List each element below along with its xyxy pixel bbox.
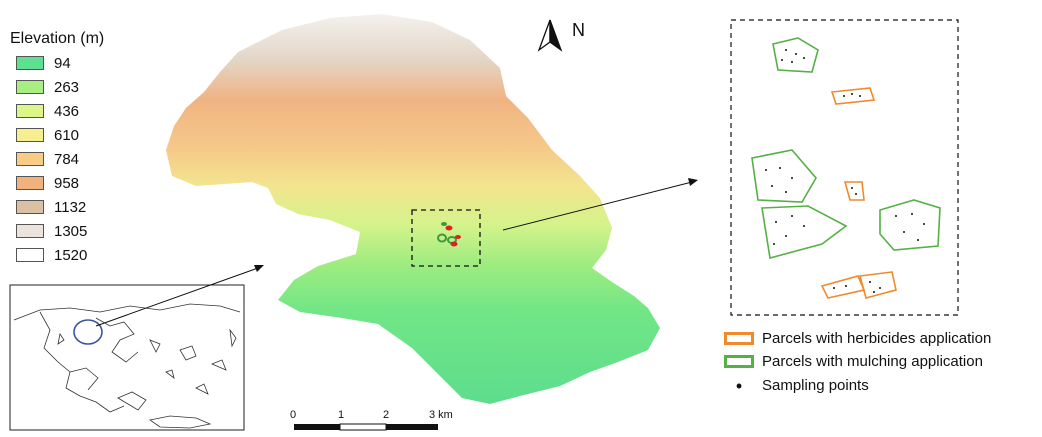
marker-red	[450, 241, 458, 247]
marker-green	[437, 233, 447, 243]
legend-swatch	[16, 104, 44, 118]
marker-green	[441, 222, 447, 226]
legend-swatch	[16, 224, 44, 238]
sampling-points	[765, 49, 925, 293]
parcels-mulching	[751, 37, 941, 260]
legend-label: 263	[54, 78, 80, 96]
legend-item: 94	[16, 52, 71, 74]
legend-mulching-label: Parcels with mulching application	[762, 353, 983, 370]
legend-herbicides-label: Parcels with herbicides application	[762, 330, 992, 347]
legend-item: 610	[16, 124, 79, 146]
north-arrow-icon	[537, 19, 563, 52]
legend-mulching: Parcels with mulching application	[724, 353, 983, 370]
legend-swatch	[16, 128, 44, 142]
legend-herbicides: Parcels with herbicides application	[724, 330, 991, 347]
legend-label: 1520	[54, 246, 88, 264]
legend-swatch	[16, 152, 44, 166]
legend-label: 436	[54, 102, 80, 120]
legend-item: 784	[16, 148, 79, 170]
legend-title: Elevation (m)	[10, 30, 105, 47]
scale-tick-1: 1	[338, 409, 345, 421]
greece-outline	[13, 303, 241, 429]
study-area-box	[411, 209, 481, 267]
north-label: N	[572, 20, 585, 40]
parcels-herbicides	[820, 87, 897, 299]
herbicides-swatch	[724, 332, 754, 345]
watershed-dem	[166, 14, 660, 404]
scale-bar	[294, 423, 438, 431]
mulching-swatch	[724, 355, 754, 368]
detail-arrow	[502, 181, 693, 231]
inset-arrow	[95, 267, 259, 327]
legend-label: 784	[54, 150, 80, 168]
legend-swatch	[16, 200, 44, 214]
inset-arrowhead	[254, 265, 264, 272]
marker-red	[455, 235, 461, 239]
legend-swatch	[16, 176, 44, 190]
legend-item: 1132	[16, 196, 86, 218]
legend-label: 1305	[54, 222, 88, 240]
legend-item: 958	[16, 172, 79, 194]
legend-label: 94	[54, 54, 71, 72]
legend-item: 263	[16, 76, 79, 98]
detail-arrowhead	[688, 178, 698, 186]
inset-location-circle	[73, 319, 103, 345]
scale-tick-0: 0	[290, 409, 297, 421]
legend-label: 610	[54, 126, 80, 144]
legend-item: 1520	[16, 244, 87, 266]
legend-sampling: • Sampling points	[724, 375, 869, 396]
detail-frame	[730, 19, 959, 316]
scale-tick-2: 2	[383, 409, 390, 421]
legend-label: 958	[54, 174, 80, 192]
legend-sampling-label: Sampling points	[762, 377, 869, 394]
legend-swatch	[16, 80, 44, 94]
legend-item: 1305	[16, 220, 87, 242]
legend-swatch	[16, 56, 44, 70]
scale-tick-3: 3 km	[429, 409, 453, 421]
dot-icon: •	[735, 375, 743, 396]
legend-swatch	[16, 248, 44, 262]
legend-item: 436	[16, 100, 79, 122]
legend-label: 1132	[54, 198, 87, 216]
marker-red	[445, 225, 453, 231]
